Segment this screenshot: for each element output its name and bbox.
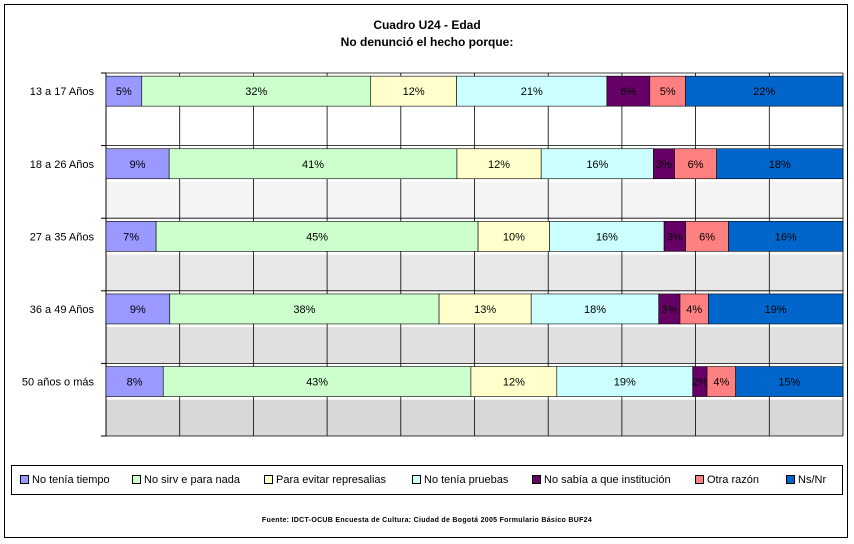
data-label: 16% <box>596 231 618 243</box>
data-label: 10% <box>503 231 525 243</box>
data-label: 12% <box>488 159 510 171</box>
legend-swatch <box>412 474 421 484</box>
bar-segment <box>556 366 694 397</box>
legend-item: No tenía pruebas <box>412 474 508 488</box>
data-label: 8% <box>127 377 143 389</box>
source-note: Fuente: IDCT-OCUB Encuesta de Cultura: C… <box>261 517 593 524</box>
bar-segment <box>456 148 542 180</box>
legend-label: No sirv e para nada <box>144 474 240 486</box>
data-label: 2% <box>692 377 708 389</box>
data-label: 19% <box>614 377 636 389</box>
legend-label: No tenía pruebas <box>424 474 509 486</box>
bar-segment <box>606 75 651 107</box>
bar-segment <box>685 75 844 107</box>
legend-item: Otra razón <box>695 474 759 488</box>
data-label: 3% <box>661 304 677 316</box>
legend-swatch <box>20 474 29 484</box>
data-label: 18% <box>584 304 606 316</box>
data-label: 41% <box>302 159 324 171</box>
bar-segment <box>674 148 717 180</box>
data-label: 4% <box>686 304 702 316</box>
category-label: 18 a 26 Años <box>30 159 95 171</box>
bar-segment <box>169 293 440 325</box>
legend-swatch <box>786 474 795 484</box>
bar-segment <box>716 148 844 180</box>
data-label: 12% <box>403 86 425 98</box>
data-label: 6% <box>699 231 715 243</box>
data-label: 9% <box>130 159 146 171</box>
legend-label: Para evitar represalias <box>276 474 387 486</box>
data-label: 7% <box>123 231 139 243</box>
bar-segment <box>162 366 472 397</box>
stacked-bar-chart: 5% 32% 12% 21% 6% 5% 22% 13 a 17 Años 9% 41% 12% 16… <box>22 72 844 437</box>
bar-segment <box>155 221 479 252</box>
data-label: 13% <box>474 304 496 316</box>
data-label: 3% <box>656 159 672 171</box>
bar-segment <box>549 221 665 252</box>
category-label: 13 a 17 Años <box>30 86 95 98</box>
data-label: 38% <box>293 304 315 316</box>
bar-segment <box>735 366 844 397</box>
legend-item: No sabía a que institución <box>532 474 671 488</box>
category-label: 27 a 35 Años <box>30 231 95 243</box>
legend-item: Para evitar represalias <box>264 474 386 488</box>
legend: No tenía tiempo No sirv e para nada Para e… <box>11 465 843 495</box>
bar-segment <box>105 75 143 107</box>
data-label: 6% <box>688 159 704 171</box>
category-label: 50 años o más <box>22 377 95 389</box>
data-label: 45% <box>306 231 328 243</box>
legend-item: Ns/Nr <box>786 474 826 488</box>
data-label: 19% <box>765 304 787 316</box>
category-label: 36 a 49 Años <box>30 304 95 316</box>
data-label: 32% <box>245 86 267 98</box>
data-label: 9% <box>130 304 146 316</box>
data-label: 5% <box>660 86 676 98</box>
legend-swatch <box>132 474 141 484</box>
data-label: 16% <box>775 231 797 243</box>
bar-segment <box>530 293 660 325</box>
legend-swatch <box>264 474 273 484</box>
data-label: 12% <box>503 377 525 389</box>
bar-segment <box>649 75 686 107</box>
bar-segment <box>105 366 164 397</box>
data-label: 6% <box>620 86 636 98</box>
legend-label: No sabía a que institución <box>544 474 671 486</box>
bar-segment <box>477 221 550 252</box>
chart-subtitle: No denunció el hecho porque: <box>340 35 514 49</box>
legend-label: No tenía tiempo <box>32 474 110 486</box>
bar-segment <box>679 293 709 325</box>
data-label: 3% <box>667 231 683 243</box>
bar-segment <box>105 221 157 252</box>
legend-label: Otra razón <box>707 474 759 486</box>
bar-segment <box>141 75 372 107</box>
legend-item: No sirv e para nada <box>132 474 240 488</box>
bar-segment <box>470 366 558 397</box>
legend-swatch <box>695 474 704 484</box>
data-label: 43% <box>306 377 328 389</box>
bar-segment <box>105 293 171 325</box>
data-label: 21% <box>521 86 543 98</box>
legend-label: Ns/Nr <box>798 474 827 486</box>
bar-segment <box>438 293 532 325</box>
bar-segment <box>456 75 608 107</box>
bar-segment <box>708 293 844 325</box>
bar-segment <box>685 221 729 252</box>
data-label: 18% <box>769 159 791 171</box>
bar-segment <box>728 221 844 252</box>
legend-swatch <box>532 474 541 484</box>
data-label: 22% <box>753 86 775 98</box>
data-label: 5% <box>116 86 132 98</box>
bar-segment <box>370 75 457 107</box>
bar-segment <box>540 148 654 180</box>
bar-segment <box>168 148 458 180</box>
data-label: 15% <box>778 377 800 389</box>
legend-item: No tenía tiempo <box>20 474 110 488</box>
chart-title: Cuadro U24 - Edad <box>373 18 481 32</box>
data-label: 4% <box>713 377 729 389</box>
data-label: 16% <box>586 159 608 171</box>
